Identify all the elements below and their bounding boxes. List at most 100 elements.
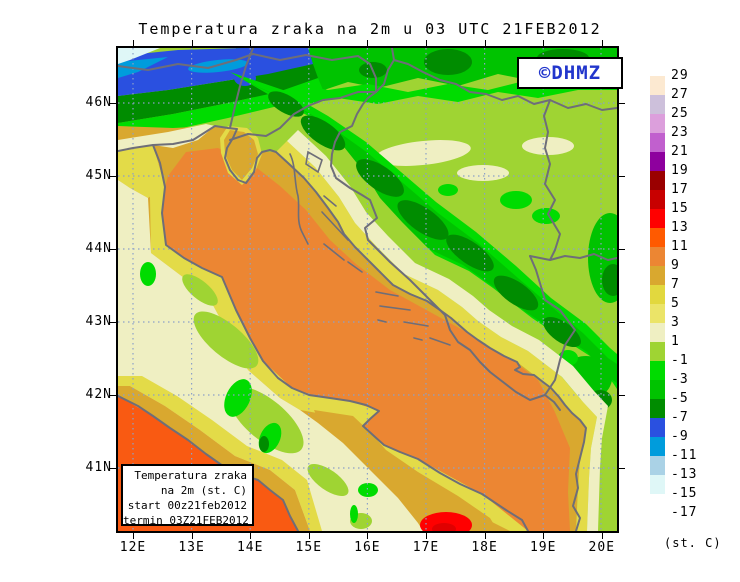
colorbar-boundary-label: -15	[671, 486, 698, 501]
lat-tick-label: 42N	[85, 387, 112, 402]
axis-tick-left	[110, 468, 116, 469]
coastal-pale-band-croatia	[287, 130, 608, 531]
lon-tick-label: 18E	[471, 540, 498, 555]
lon-tick-label: 15E	[295, 540, 323, 555]
inset-line-2: na 2m (st. C)	[160, 484, 247, 497]
colorbar-swatch	[650, 361, 665, 380]
axis-tick-bottom	[426, 533, 427, 539]
colorbar-boundary-label: 3	[671, 315, 680, 330]
axis-tick-right	[619, 103, 625, 104]
lon-tick-label: 17E	[412, 540, 440, 555]
lon-tick-label: 13E	[178, 540, 205, 555]
lon-tick-label: 12E	[119, 540, 147, 555]
colorbar-swatch	[650, 380, 665, 399]
colorbar-boundary-label: 27	[671, 87, 689, 102]
page-title: Temperatura zraka na 2m u 03 UTC 21FEB20…	[138, 20, 602, 38]
axis-tick-right	[619, 322, 625, 323]
inset-line-1: Temperatura zraka	[134, 469, 247, 482]
axis-tick-bottom	[308, 533, 310, 539]
colorbar-boundary-label: 1	[671, 334, 680, 349]
colorbar-swatch	[650, 133, 665, 152]
axis-tick-right	[619, 395, 625, 396]
dinaric-mountain-greens	[230, 72, 617, 389]
colorbar-swatch	[650, 209, 665, 228]
colorbar-swatch	[650, 190, 665, 209]
colorbar-swatch	[650, 304, 665, 323]
colorbar-swatch	[650, 494, 665, 513]
axis-tick-top	[308, 40, 310, 46]
colorbar-boundary-label: -13	[671, 467, 698, 482]
colorbar-swatch	[650, 342, 665, 361]
apennine-cold-patches	[140, 262, 378, 497]
colorbar-boundary-label: 21	[671, 144, 689, 159]
colorbar-swatch	[650, 456, 665, 475]
lat-tick-label: 44N	[85, 241, 112, 256]
colorbar-boundary-label: 19	[671, 163, 689, 178]
colorbar-swatch	[650, 114, 665, 133]
colorbar-swatch	[650, 266, 665, 285]
axis-tick-bottom	[250, 533, 252, 539]
colorbar-swatch	[650, 323, 665, 342]
lat-tick-label: 46N	[85, 95, 112, 110]
pale-patches-northeast	[375, 137, 574, 181]
colorbar-swatch	[650, 418, 665, 437]
axis-tick-top	[601, 40, 603, 46]
coastal-yellow-band-croatia	[276, 141, 597, 531]
colorbar-swatch	[650, 475, 665, 494]
lon-tick-label: 16E	[354, 540, 381, 555]
adriatic-temperature-map	[118, 48, 617, 531]
colorbar-swatch	[650, 247, 665, 266]
lon-tick-label: 19E	[529, 540, 557, 555]
colorbar-boundary-label: -7	[671, 410, 689, 425]
dhmz-copyright-badge: ©DHMZ	[517, 57, 623, 89]
colorbar-unit-label: (st. C)	[664, 536, 722, 550]
dhmz-copyright-text: ©DHMZ	[538, 62, 602, 84]
colorbar-boundary-label: 29	[671, 68, 689, 83]
axis-tick-left	[110, 395, 116, 396]
colorbar-boundary-label: 25	[671, 106, 689, 121]
axis-tick-right	[619, 249, 625, 250]
lon-tick-label: 20E	[588, 540, 616, 555]
colorbar-boundary-label: 23	[671, 125, 689, 140]
axis-tick-top	[367, 40, 369, 46]
colorbar-swatch	[650, 171, 665, 190]
hot-spot-south-adriatic	[420, 512, 472, 531]
inset-line-4: termin 03Z21FEB2012	[123, 514, 249, 527]
adriatic-sea-orange	[162, 148, 570, 531]
colorbar-swatch	[650, 152, 665, 171]
axis-tick-left	[110, 176, 116, 177]
axis-tick-right	[619, 176, 625, 177]
map-frame	[116, 46, 619, 533]
country-borders	[118, 48, 617, 411]
axis-tick-top	[543, 40, 545, 46]
inset-line-3: start 00z21feb2012	[127, 499, 247, 512]
lat-tick-label: 41N	[85, 460, 112, 475]
colorbar-boundary-label: 11	[671, 239, 689, 254]
green-patches-northeast	[438, 184, 560, 224]
colorbar-boundary-label: 17	[671, 182, 689, 197]
axis-tick-bottom	[601, 533, 603, 539]
axis-tick-top	[133, 40, 134, 46]
colorbar-boundary-label: 7	[671, 277, 680, 292]
colorbar-boundary-label: -5	[671, 391, 689, 406]
lat-tick-label: 45N	[85, 168, 112, 183]
axis-tick-right	[619, 468, 625, 469]
puglia-gold-wedge	[314, 410, 498, 531]
bottom-center-patches	[336, 505, 380, 530]
axis-tick-top	[426, 40, 427, 46]
axis-tick-left	[110, 322, 116, 323]
adriatic-islands-outlines	[289, 150, 451, 346]
colorbar-swatch	[650, 285, 665, 304]
colorbar-boundary-label: -1	[671, 353, 689, 368]
axis-tick-bottom	[133, 533, 134, 539]
colorbar-boundary-label: 13	[671, 220, 689, 235]
lat-tick-label: 43N	[85, 314, 112, 329]
map-info-inset-box: Temperatura zraka na 2m (st. C) start 00…	[121, 464, 254, 527]
lon-tick-label: 14E	[236, 540, 264, 555]
axis-tick-left	[110, 249, 116, 250]
axis-tick-top	[191, 40, 193, 46]
colorbar-boundary-label: -9	[671, 429, 689, 444]
colorbar-boundary-label: -17	[671, 505, 698, 520]
axis-tick-bottom	[543, 533, 545, 539]
